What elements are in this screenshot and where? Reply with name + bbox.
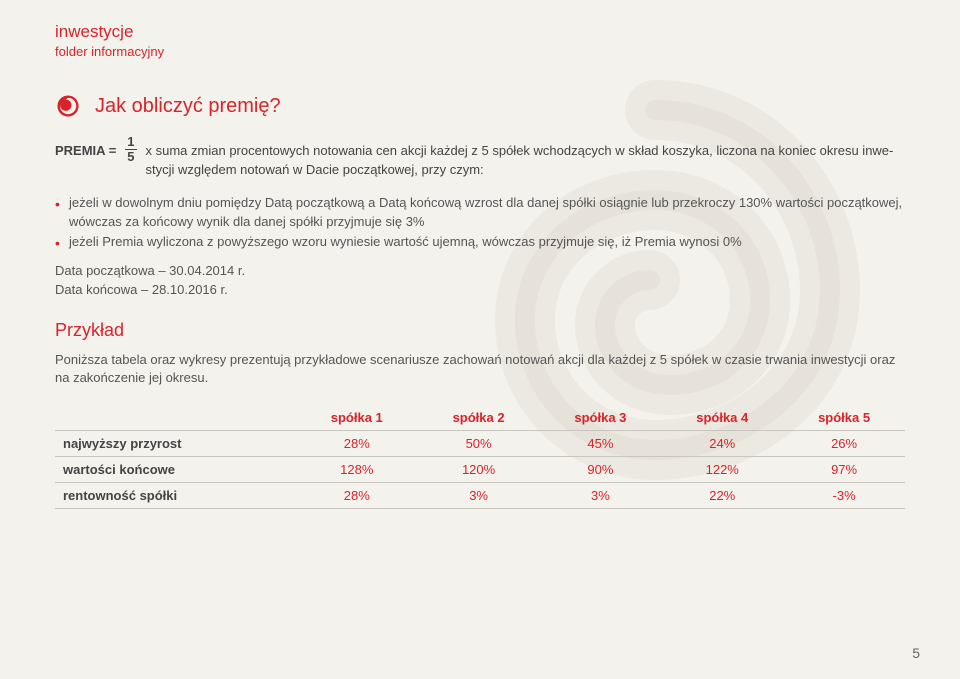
- table-cell: 97%: [783, 457, 905, 483]
- table-col-header: spółka 5: [783, 405, 905, 431]
- table-cell: 28%: [296, 483, 418, 509]
- table-row: rentowność spółki 28% 3% 3% 22% -3%: [55, 483, 905, 509]
- example-title: Przykład: [55, 320, 905, 341]
- table-cell: 90%: [540, 457, 662, 483]
- table-cell: 26%: [783, 431, 905, 457]
- table-cell: 24%: [661, 431, 783, 457]
- conditions-list: jeżeli w dowolnym dniu pomiędzy Datą poc…: [55, 194, 905, 253]
- example-table: spółka 1 spółka 2 spółka 3 spółka 4 spół…: [55, 405, 905, 509]
- formula-fraction: 1 5: [125, 135, 136, 163]
- table-cell: 28%: [296, 431, 418, 457]
- table-cell: 122%: [661, 457, 783, 483]
- formula-text: x suma zmian procentowych notowania cen …: [146, 135, 894, 180]
- fraction-denominator: 5: [125, 150, 136, 164]
- table-col-header: spółka 4: [661, 405, 783, 431]
- table-cell: 3%: [418, 483, 540, 509]
- table-col-header: spółka 1: [296, 405, 418, 431]
- table-cell: 128%: [296, 457, 418, 483]
- condition-item: jeżeli Premia wyliczona z powyższego wzo…: [55, 233, 905, 252]
- table-row-label: najwyższy przyrost: [55, 431, 296, 457]
- date-end: Data końcowa – 28.10.2016 r.: [55, 281, 905, 300]
- table-col-header: spółka 3: [540, 405, 662, 431]
- table-row-label: wartości końcowe: [55, 457, 296, 483]
- table-row: wartości końcowe 128% 120% 90% 122% 97%: [55, 457, 905, 483]
- page-title: inwestycje: [55, 22, 905, 42]
- date-start: Data początkowa – 30.04.2014 r.: [55, 262, 905, 281]
- formula-line1: x suma zmian procentowych notowania cen …: [146, 143, 894, 158]
- table-cell: 22%: [661, 483, 783, 509]
- formula-label: PREMIA =: [55, 135, 116, 161]
- formula-line2: stycji względem notowań w Dacie początko…: [146, 162, 484, 177]
- section-title: Jak obliczyć premię?: [95, 95, 281, 118]
- table-cell: -3%: [783, 483, 905, 509]
- table-col-header: spółka 2: [418, 405, 540, 431]
- table-cell: 45%: [540, 431, 662, 457]
- fraction-numerator: 1: [125, 135, 136, 150]
- condition-item: jeżeli w dowolnym dniu pomiędzy Datą poc…: [55, 194, 905, 232]
- dates-block: Data początkowa – 30.04.2014 r. Data koń…: [55, 262, 905, 300]
- example-intro: Poniższa tabela oraz wykresy prezentują …: [55, 351, 905, 387]
- page-subtitle: folder informacyjny: [55, 44, 905, 59]
- formula-block: PREMIA = 1 5 x suma zmian procentowych n…: [55, 135, 905, 180]
- table-row: najwyższy przyrost 28% 50% 45% 24% 26%: [55, 431, 905, 457]
- page-number: 5: [912, 645, 920, 661]
- table-cell: 120%: [418, 457, 540, 483]
- table-row-label: rentowność spółki: [55, 483, 296, 509]
- swirl-icon: [55, 93, 81, 119]
- table-cell: 3%: [540, 483, 662, 509]
- table-cell: 50%: [418, 431, 540, 457]
